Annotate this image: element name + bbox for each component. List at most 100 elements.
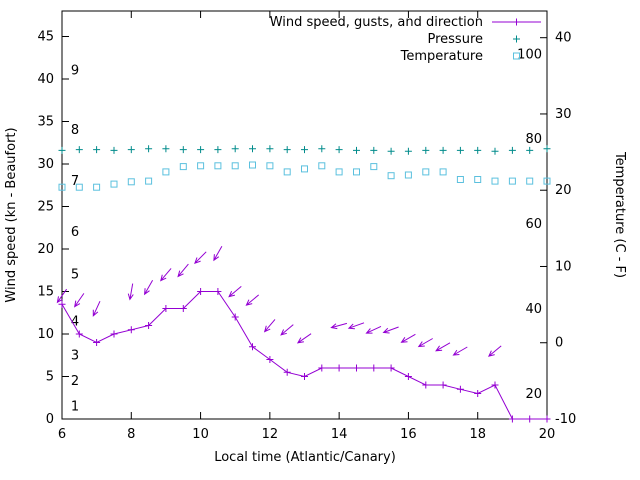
temperature-marker xyxy=(353,168,360,176)
beaufort-scale-label: 3 xyxy=(71,348,79,363)
wind-direction-arrow xyxy=(213,246,223,262)
temperature-marker xyxy=(179,163,187,171)
y-left-tick-label: 35 xyxy=(37,115,54,130)
wind-direction-arrow xyxy=(144,280,154,296)
wind-direction-arrow xyxy=(245,294,260,306)
temperature-marker xyxy=(387,172,395,180)
temperature-marker xyxy=(370,163,378,171)
temperature-marker xyxy=(93,183,101,191)
legend: Wind speed, gusts, and direction Pressur… xyxy=(270,15,541,64)
legend-sample-pressure xyxy=(513,35,520,43)
temperature-marker xyxy=(110,180,118,188)
temperature-marker xyxy=(404,171,412,179)
y-right-tick-label: -10 xyxy=(555,412,576,427)
temperature-marker xyxy=(58,183,66,191)
legend-sample-wind xyxy=(492,18,541,26)
temperature-marker xyxy=(231,162,239,170)
wind-direction-arrow xyxy=(194,251,207,265)
wind-direction-arrow xyxy=(92,300,101,317)
x-tick-label: 20 xyxy=(539,427,556,442)
y-left-tick-label: 40 xyxy=(37,72,54,87)
y-left-tick-label: 10 xyxy=(37,327,54,342)
wind-direction-arrow xyxy=(417,338,433,348)
inner-scale-labels: 1 2 3 4 5 6 7 8 9 20 40 60 80 100 xyxy=(71,47,542,414)
temperature-marker xyxy=(526,177,534,185)
wind-speed-series xyxy=(58,288,551,423)
temperature-marker xyxy=(197,162,205,170)
y-left-tick-label: 5 xyxy=(46,370,54,385)
tick-labels: 6 8 10 12 14 16 18 20051015202530354045-1001020… xyxy=(37,30,576,443)
fahrenheit-scale-label: 40 xyxy=(525,302,542,317)
y-left-tick-label: 45 xyxy=(37,30,54,45)
beaufort-scale-label: 2 xyxy=(71,374,79,389)
temperature-marker xyxy=(508,177,516,185)
y-left-tick-label: 25 xyxy=(37,200,54,215)
temperature-marker xyxy=(75,183,83,191)
beaufort-scale-label: 6 xyxy=(71,225,79,240)
wind-direction-arrow xyxy=(56,288,68,304)
left-axis-title: Wind speed (kn - Beaufort) xyxy=(4,127,19,302)
legend-label-wind: Wind speed, gusts, and direction xyxy=(270,15,483,30)
x-tick-label: 12 xyxy=(262,427,279,442)
wind-direction-arrow xyxy=(435,342,451,352)
temperature-marker xyxy=(422,168,430,176)
beaufort-scale-label: 1 xyxy=(71,399,79,414)
wind-direction-arrow xyxy=(400,333,416,343)
wind-direction-arrow xyxy=(347,322,365,330)
temperature-marker xyxy=(335,168,343,176)
wind-direction-arrow xyxy=(452,346,468,356)
wind-direction-arrow xyxy=(177,263,189,278)
wind-direction-arrow xyxy=(127,283,134,301)
wind-direction-arrow xyxy=(280,324,294,336)
legend-label-temperature: Temperature xyxy=(400,49,483,64)
beaufort-scale-label: 7 xyxy=(71,174,79,189)
chart-plot-area: 6 8 10 12 14 16 18 20051015202530354045-1001020… xyxy=(37,10,576,443)
legend-label-pressure: Pressure xyxy=(427,32,483,47)
fahrenheit-scale-label: 60 xyxy=(525,217,542,232)
y-left-tick-label: 0 xyxy=(46,412,54,427)
wind-direction-arrow xyxy=(160,268,172,282)
x-tick-label: 16 xyxy=(400,427,417,442)
x-tick-label: 8 xyxy=(127,427,135,442)
wind-direction-arrow xyxy=(74,293,85,308)
wind-direction-arrow xyxy=(296,333,312,344)
y-left-tick-label: 30 xyxy=(37,157,54,172)
x-tick-label: 18 xyxy=(469,427,486,442)
temperature-marker xyxy=(301,165,308,173)
temperature-marker xyxy=(249,161,256,169)
beaufort-scale-label: 8 xyxy=(71,123,79,138)
y-left-tick-label: 15 xyxy=(37,285,54,300)
x-axis-title: Local time (Atlantic/Canary) xyxy=(214,450,396,465)
wind-direction-arrow xyxy=(488,345,502,357)
y-right-tick-label: 0 xyxy=(555,336,563,351)
plot-border xyxy=(61,10,548,420)
wind-direction-arrow xyxy=(228,286,242,298)
temperature-marker xyxy=(543,177,551,185)
beaufort-scale-label: 5 xyxy=(71,268,79,283)
wind-direction-arrow xyxy=(382,326,399,334)
beaufort-scale-label: 9 xyxy=(71,64,79,79)
wind-speed-markers xyxy=(58,288,551,423)
temperature-marker xyxy=(266,162,274,170)
legend-samples xyxy=(492,18,541,60)
temperature-marker xyxy=(474,176,482,183)
beaufort-scale-label: 4 xyxy=(71,314,79,329)
legend-sample-temperature xyxy=(513,52,520,60)
temperature-marker xyxy=(318,162,326,170)
temperature-marker xyxy=(491,177,499,185)
temperature-marker xyxy=(283,168,291,176)
temperature-marker xyxy=(214,162,222,170)
wind-speed-line xyxy=(61,291,547,420)
pressure-markers xyxy=(58,145,551,155)
temperature-marker xyxy=(456,176,464,183)
x-tick-label: 14 xyxy=(331,427,348,442)
right-axis-title: Temperature (C - F) xyxy=(612,151,627,278)
temperature-marker xyxy=(127,178,135,186)
fahrenheit-scale-label: 80 xyxy=(525,132,542,147)
x-tick-label: 10 xyxy=(192,427,209,442)
x-tick-label: 6 xyxy=(58,427,66,442)
axis-ticks xyxy=(61,11,548,420)
temperature-series xyxy=(58,161,551,191)
fahrenheit-scale-label: 100 xyxy=(517,47,542,62)
